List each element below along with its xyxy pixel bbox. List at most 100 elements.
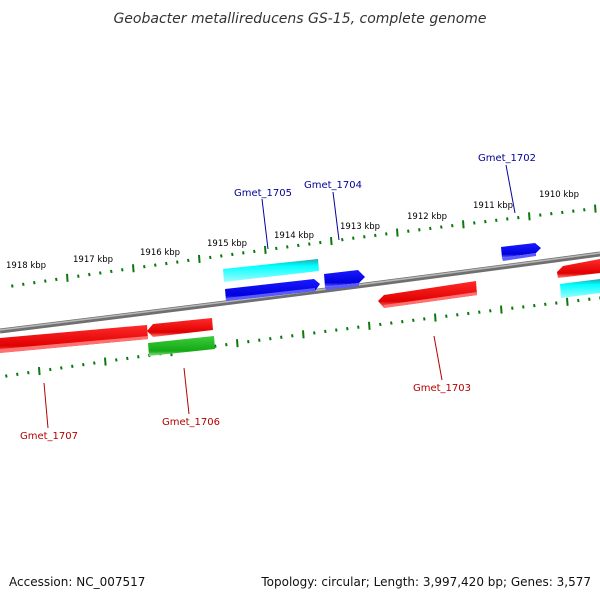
- major-tick: [500, 305, 503, 314]
- minor-tick: [247, 339, 250, 344]
- minor-tick: [522, 305, 525, 309]
- minor-tick: [346, 326, 349, 331]
- minor-tick: [308, 242, 311, 246]
- minor-tick: [258, 338, 261, 342]
- gmet-1707-leader: [43, 382, 49, 429]
- minor-tick: [49, 367, 52, 372]
- gmet-1705-leader: [261, 198, 269, 250]
- minor-tick: [33, 281, 36, 285]
- minor-tick: [539, 213, 542, 217]
- minor-tick: [467, 311, 470, 316]
- minor-tick: [412, 318, 415, 322]
- major-tick: [462, 220, 465, 229]
- gene-gmet-1706-arrow[interactable]: [147, 318, 215, 356]
- minor-tick: [401, 319, 404, 324]
- minor-tick: [506, 217, 509, 221]
- minor-tick: [390, 321, 393, 325]
- minor-tick: [423, 317, 426, 321]
- minor-tick: [297, 243, 300, 248]
- minor-tick: [291, 334, 294, 338]
- minor-tick: [313, 331, 316, 335]
- minor-tick: [577, 298, 580, 303]
- minor-tick: [269, 337, 272, 341]
- major-tick: [236, 339, 239, 348]
- minor-tick: [385, 232, 388, 236]
- minor-tick: [561, 210, 564, 215]
- minor-tick: [473, 221, 476, 225]
- minor-tick: [583, 208, 586, 212]
- minor-tick: [572, 209, 575, 213]
- gmet-1706-leader: [183, 367, 190, 415]
- major-tick: [132, 264, 135, 273]
- gene-label-gmet-1707[interactable]: Gmet_1707: [20, 431, 78, 442]
- tick-label: 1913 kbp: [340, 222, 380, 232]
- minor-tick: [60, 366, 63, 370]
- tick-label: 1914 kbp: [274, 231, 314, 241]
- tick-label: 1912 kbp: [407, 212, 447, 222]
- gmet-1702-leader: [505, 164, 516, 214]
- gene-partial-right-arrow[interactable]: [557, 259, 600, 298]
- major-tick: [198, 254, 201, 264]
- minor-tick: [445, 314, 448, 318]
- major-tick: [104, 357, 107, 366]
- gene-label-gmet-1702[interactable]: Gmet_1702: [478, 153, 536, 164]
- minor-tick: [352, 236, 355, 240]
- major-tick: [66, 273, 69, 282]
- minor-tick: [214, 344, 217, 348]
- minor-tick: [165, 261, 168, 266]
- gene-gmet-1705-arrow[interactable]: [223, 259, 320, 301]
- minor-tick: [484, 219, 487, 224]
- gene-label-gmet-1704[interactable]: Gmet_1704: [304, 180, 362, 191]
- minor-tick: [110, 269, 113, 274]
- major-tick: [594, 204, 597, 213]
- minor-tick: [88, 272, 91, 277]
- minor-tick: [71, 364, 74, 368]
- minor-tick: [220, 254, 223, 258]
- minor-tick: [489, 309, 492, 313]
- minor-tick: [154, 263, 157, 267]
- minor-tick: [379, 322, 382, 327]
- minor-tick: [517, 215, 520, 220]
- minor-tick: [27, 371, 30, 375]
- major-tick: [330, 237, 333, 246]
- minor-tick: [93, 361, 96, 365]
- minor-tick: [407, 229, 410, 233]
- gmet-1703-leader: [433, 335, 443, 381]
- gene-label-gmet-1703[interactable]: Gmet_1703: [413, 383, 471, 394]
- minor-tick: [324, 329, 327, 334]
- map-title: Geobacter metallireducens GS-15, complet…: [113, 11, 486, 27]
- minor-tick: [286, 245, 289, 249]
- major-tick: [528, 212, 531, 221]
- gene-gmet-1707-arrow[interactable]: [0, 325, 148, 353]
- minor-tick: [335, 328, 338, 332]
- minor-tick: [363, 235, 366, 239]
- minor-tick: [429, 226, 432, 231]
- minor-tick: [209, 255, 212, 260]
- minor-tick: [418, 228, 421, 232]
- minor-tick: [242, 251, 245, 255]
- minor-tick: [511, 306, 514, 310]
- minor-tick: [137, 355, 140, 359]
- gene-label-gmet-1706[interactable]: Gmet_1706: [162, 417, 220, 428]
- gene-gmet-1702-arrow[interactable]: [501, 243, 541, 261]
- gene-gmet-1703-arrow[interactable]: [378, 281, 477, 308]
- minor-tick: [456, 313, 459, 317]
- minor-tick: [187, 258, 190, 263]
- minor-tick: [121, 268, 124, 272]
- minor-tick: [126, 356, 129, 361]
- tick-label: 1916 kbp: [140, 248, 180, 258]
- minor-tick: [253, 249, 256, 254]
- tick-label: 1917 kbp: [73, 255, 113, 265]
- minor-tick: [357, 325, 360, 329]
- minor-tick: [280, 335, 283, 339]
- minor-tick: [44, 279, 47, 283]
- major-tick: [38, 367, 41, 376]
- minor-tick: [16, 372, 19, 377]
- minor-tick: [55, 277, 58, 282]
- major-tick: [396, 228, 399, 237]
- minor-tick: [275, 246, 278, 251]
- minor-tick: [11, 284, 14, 288]
- gene-gmet-1704-arrow[interactable]: [324, 270, 365, 290]
- gene-label-gmet-1705[interactable]: Gmet_1705: [234, 188, 292, 199]
- minor-tick: [225, 342, 228, 347]
